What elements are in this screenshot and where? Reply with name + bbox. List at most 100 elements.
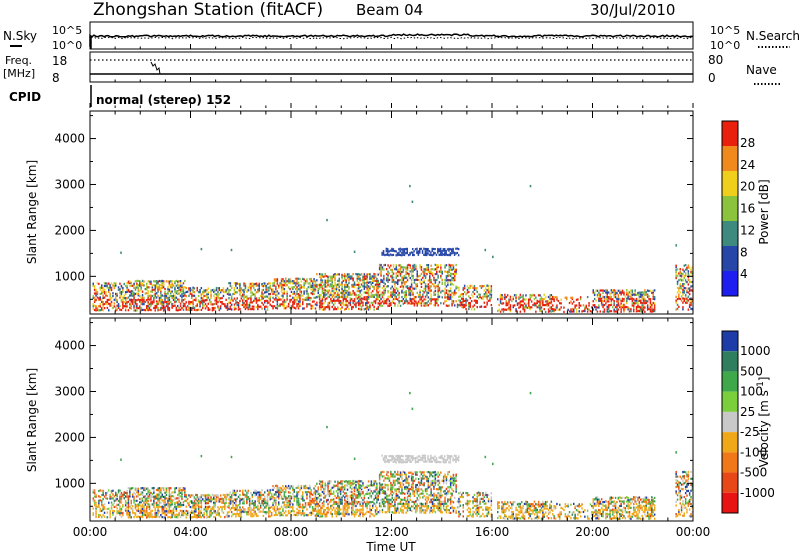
range-cell xyxy=(250,297,252,300)
range-cell xyxy=(296,514,298,517)
range-cell xyxy=(130,516,132,519)
range-cell xyxy=(596,306,599,309)
range-cell xyxy=(392,281,395,284)
range-cell xyxy=(345,289,347,292)
range-cell xyxy=(124,297,127,300)
range-cell xyxy=(327,490,329,493)
range-cell xyxy=(157,497,159,501)
range-cell xyxy=(143,284,145,287)
range-cell xyxy=(139,497,141,500)
range-cell xyxy=(486,289,488,292)
range-cell xyxy=(388,254,390,257)
range-cell xyxy=(215,302,218,306)
range-cell xyxy=(161,286,163,289)
range-cell xyxy=(546,300,548,303)
range-cell xyxy=(383,268,385,271)
range-cell xyxy=(369,306,371,309)
range-cell xyxy=(352,292,354,295)
range-cell xyxy=(397,298,399,301)
range-cell xyxy=(158,301,161,304)
range-cell xyxy=(313,292,315,296)
range-cell xyxy=(352,496,354,499)
range-cell xyxy=(358,273,360,276)
range-cell xyxy=(426,268,428,271)
range-cell xyxy=(150,304,152,307)
range-cell xyxy=(147,491,149,494)
range-cell xyxy=(120,495,123,498)
range-cell xyxy=(167,487,169,490)
range-cell xyxy=(573,308,575,311)
range-cell xyxy=(306,497,308,500)
range-cell xyxy=(413,266,416,269)
range-cell xyxy=(431,249,433,252)
range-cell xyxy=(233,292,236,295)
range-cell xyxy=(338,505,340,508)
range-cell xyxy=(296,499,298,502)
range-cell xyxy=(407,254,410,257)
range-cell xyxy=(275,499,277,502)
range-cell xyxy=(309,499,311,502)
range-cell xyxy=(244,489,247,492)
range-cell xyxy=(153,495,155,498)
range-cell xyxy=(456,286,459,289)
range-cell xyxy=(280,288,283,291)
range-cell xyxy=(254,491,256,494)
range-cell xyxy=(612,289,614,292)
range-cell xyxy=(392,301,395,304)
range-cell xyxy=(197,505,200,508)
range-cell xyxy=(339,303,342,306)
range-cell xyxy=(222,287,225,290)
range-cell xyxy=(549,310,551,313)
range-cell xyxy=(105,493,107,496)
range-cell xyxy=(110,286,113,289)
range-cell xyxy=(304,290,307,293)
range-cell xyxy=(229,502,232,505)
range-cell xyxy=(409,266,411,269)
range-cell xyxy=(384,254,386,257)
range-cell xyxy=(255,512,258,515)
range-cell xyxy=(330,291,332,294)
range-cell xyxy=(175,284,178,287)
range-cell xyxy=(102,498,104,501)
range-cell xyxy=(189,292,192,295)
range-cell xyxy=(133,497,135,500)
range-cell xyxy=(229,498,232,501)
range-cell xyxy=(680,276,683,279)
range-cell xyxy=(278,284,280,287)
range-cell xyxy=(146,284,148,287)
range-cell xyxy=(137,508,140,511)
range-cell xyxy=(151,513,154,516)
range-cell xyxy=(344,496,346,499)
range-cell xyxy=(367,293,370,296)
range-cell xyxy=(285,280,287,283)
range-cell xyxy=(482,297,484,301)
range-cell xyxy=(620,293,622,296)
range-cell xyxy=(476,301,478,304)
range-cell xyxy=(351,277,353,280)
range-cell xyxy=(359,285,361,289)
range-cell xyxy=(123,305,125,308)
range-cell xyxy=(344,308,346,311)
range-cell xyxy=(353,250,356,253)
range-cell xyxy=(280,490,283,494)
range-cell xyxy=(243,498,245,501)
range-cell xyxy=(533,304,536,307)
range-cell xyxy=(230,248,233,252)
range-cell xyxy=(158,296,161,299)
range-cell xyxy=(178,503,180,506)
range-cell xyxy=(133,309,135,312)
range-cell xyxy=(363,277,366,280)
range-cell xyxy=(351,500,353,504)
range-cell xyxy=(144,309,147,312)
range-cell xyxy=(690,289,692,292)
range-cell xyxy=(208,498,211,501)
range-cell xyxy=(158,495,161,498)
range-cell xyxy=(143,280,145,283)
range-cell xyxy=(355,504,357,508)
range-cell xyxy=(652,295,654,298)
range-cell xyxy=(98,298,100,301)
nave-tick-right-bottom: 0 xyxy=(708,71,716,85)
range-cell xyxy=(598,297,600,300)
range-cell xyxy=(119,499,121,503)
range-cell xyxy=(115,499,117,502)
